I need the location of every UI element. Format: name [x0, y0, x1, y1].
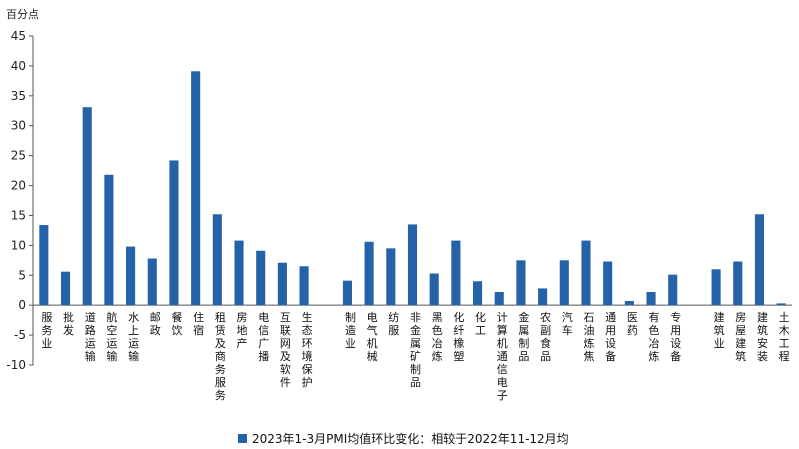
bar	[538, 288, 548, 306]
bar	[169, 160, 179, 306]
y-tick-label: 25	[11, 149, 26, 163]
y-tick-label: 30	[11, 119, 26, 133]
category-label: 邮政	[150, 311, 161, 337]
y-tick-label: 35	[11, 89, 26, 103]
category-labels: 服务业批发道路运输航空运输水上运输邮政餐饮住宿租赁及商务服务房地产电信广播互联网…	[41, 310, 789, 402]
category-label: 房屋建筑	[735, 311, 746, 363]
legend-label: 2023年1-3月PMI均值环比变化：相较于2022年11-12月均	[252, 432, 569, 446]
category-label: 房地产	[237, 311, 248, 350]
bar	[191, 71, 201, 306]
category-label: 电信广播	[258, 311, 269, 363]
y-axis: -10 -5 0 5 10 15 20 25 30 35 40 45	[6, 29, 792, 372]
bar	[516, 260, 526, 306]
category-label: 化纤橡塑	[453, 310, 464, 363]
bar	[711, 269, 721, 306]
bar	[234, 240, 244, 306]
bar	[733, 261, 743, 306]
bar	[299, 266, 309, 306]
category-label: 餐饮	[171, 310, 182, 337]
bar	[494, 292, 504, 306]
bar-series	[39, 71, 786, 306]
bar	[342, 280, 352, 306]
bar	[603, 261, 613, 306]
bar	[451, 240, 461, 306]
category-label: 非金属矿制品	[410, 311, 421, 389]
category-label: 石油炼焦	[583, 311, 594, 363]
category-label: 住宿	[193, 310, 204, 337]
y-tick-label: 40	[11, 59, 26, 73]
legend-swatch	[238, 434, 247, 443]
y-tick-label: 20	[11, 179, 26, 193]
category-label: 互联网及软件	[280, 311, 291, 389]
category-label: 汽车	[562, 310, 573, 337]
category-label: 农副食品	[540, 310, 551, 363]
bar	[754, 214, 765, 306]
category-label: 土木工程	[779, 311, 790, 363]
category-label: 租赁及商务服务	[215, 311, 226, 402]
bar	[277, 262, 287, 306]
bar	[473, 281, 483, 306]
category-label: 建筑业	[714, 310, 725, 350]
category-label: 道路运输	[85, 310, 96, 363]
category-label: 服务业	[41, 311, 52, 350]
y-tick-label: 15	[11, 208, 26, 222]
bar	[39, 225, 49, 306]
category-label: 电气机械	[367, 311, 378, 363]
y-tick-label: 5	[18, 268, 26, 282]
bar	[646, 292, 656, 306]
bar	[212, 214, 222, 306]
bar	[126, 246, 136, 306]
category-label: 专用设备	[670, 310, 681, 363]
category-label: 水上运输	[128, 311, 139, 363]
category-label: 医药	[627, 311, 638, 337]
bar	[668, 274, 678, 306]
bar	[559, 260, 569, 306]
y-tick-label: -5	[14, 328, 26, 342]
category-label: 批发	[63, 310, 74, 337]
bar	[104, 174, 114, 306]
y-axis-unit-label: 百分点	[6, 8, 39, 21]
category-label: 计算机通信电子	[497, 311, 508, 402]
bar	[60, 271, 71, 306]
y-tick-label: 0	[18, 298, 26, 312]
category-label: 纺服	[388, 310, 399, 337]
category-label: 通用设备	[605, 311, 616, 363]
bar	[147, 258, 157, 306]
category-label: 有色冶炼	[649, 310, 660, 363]
bar	[776, 303, 786, 306]
bar	[364, 241, 374, 306]
bar	[624, 300, 634, 306]
category-label: 建筑安装	[757, 310, 768, 363]
y-tick-label: 10	[11, 238, 26, 252]
bar	[256, 250, 266, 306]
legend: 2023年1-3月PMI均值环比变化：相较于2022年11-12月均	[238, 430, 569, 447]
bar	[429, 273, 439, 306]
y-tick-label: 45	[11, 29, 26, 43]
bar	[386, 248, 396, 306]
category-label: 金属制品	[518, 310, 529, 363]
category-label: 化工	[475, 310, 486, 337]
y-tick-label: -10	[6, 358, 26, 372]
category-label: 生态环境保护	[302, 310, 313, 389]
bar	[581, 240, 591, 306]
bar	[82, 107, 92, 306]
category-label: 黑色冶炼	[432, 311, 443, 363]
bar	[407, 224, 418, 306]
category-label: 制造业	[345, 311, 356, 350]
category-label: 航空运输	[106, 310, 117, 363]
